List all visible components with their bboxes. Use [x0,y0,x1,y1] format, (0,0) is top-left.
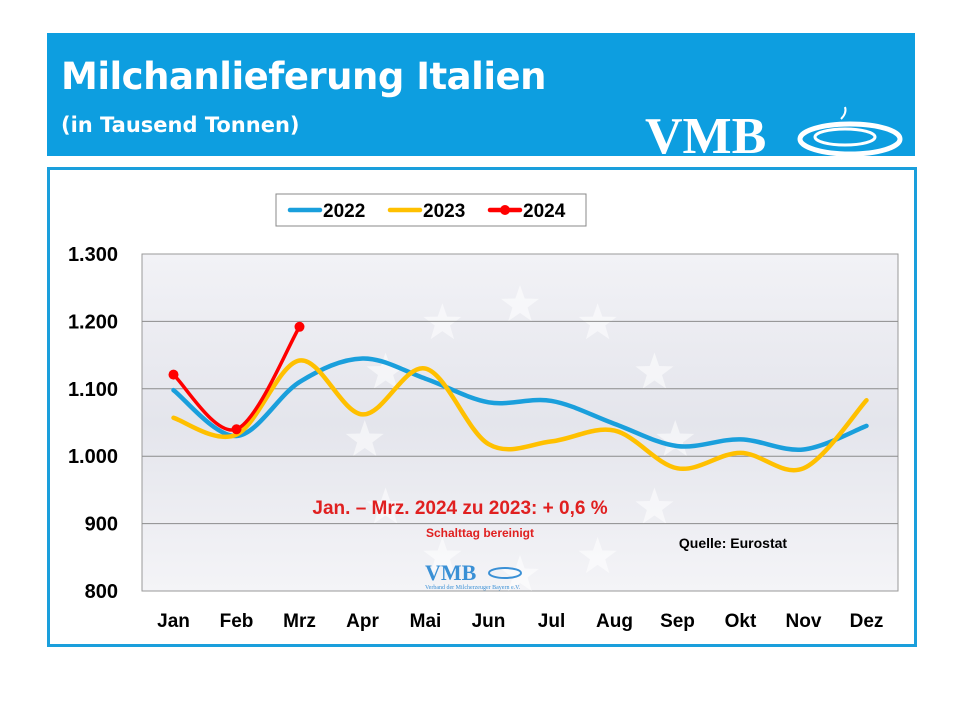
y-tick-label: 1.000 [68,446,118,468]
star-icon [635,352,674,389]
star-icon [578,536,617,574]
y-tick-label: 800 [85,581,118,603]
svg-text:VMB: VMB [645,108,766,157]
page-subtitle: (in Tausend Tonnen) [61,113,300,137]
watermark-logo: VMB Verband der Milcherzeuger Bayern e.V… [425,560,522,591]
star-icon [423,536,462,574]
x-tick-label: Mrz [283,611,316,632]
star-icon [366,352,405,389]
vmb-logo: VMB [645,106,903,157]
source-note: Quelle: Eurostat [679,535,787,551]
annotation-sub: Schalttag bereinigt [426,526,534,540]
x-tick-label: Apr [346,611,379,632]
x-tick-label: Okt [725,611,757,632]
data-point-2024 [294,321,305,332]
legend-label: 2024 [523,201,566,222]
x-tick-label: Dez [850,611,884,632]
y-tick-label: 1.200 [68,311,118,333]
data-point-2024 [231,424,242,435]
page-title: Milchanlieferung Italien [61,55,546,98]
data-point-2024 [168,369,179,380]
svg-text:Verband der Milcherzeuger Baye: Verband der Milcherzeuger Bayern e.V. [425,585,521,591]
x-tick-label: Aug [596,611,633,632]
y-tick-label: 900 [85,514,118,536]
x-tick-label: Feb [220,611,254,632]
star-icon [366,487,405,524]
star-icon [656,420,695,457]
series-line-2023 [171,358,869,473]
star-icon [345,420,384,457]
y-tick-label: 1.300 [68,244,118,266]
x-tick-label: Jul [538,611,565,632]
x-tick-label: Jun [472,611,506,632]
legend: 2022 2023 2024 [275,193,587,227]
legend-label: 2022 [323,201,365,222]
legend-label: 2023 [423,201,465,222]
header-banner: Milchanlieferung Italien (in Tausend Ton… [47,33,915,157]
y-tick-label: 1.100 [68,379,118,401]
legend-marker [500,205,510,215]
x-tick-label: Mai [410,611,442,632]
svg-text:VMB: VMB [425,560,477,585]
x-tick-label: Nov [786,611,822,632]
star-icon [635,487,674,524]
x-tick-label: Sep [660,611,695,632]
series-line-2022 [171,356,869,452]
x-tick-label: Jan [157,611,190,632]
star-icon [500,285,540,322]
annotation-main: Jan. – Mrz. 2024 zu 2023: + 0,6 % [312,498,607,519]
